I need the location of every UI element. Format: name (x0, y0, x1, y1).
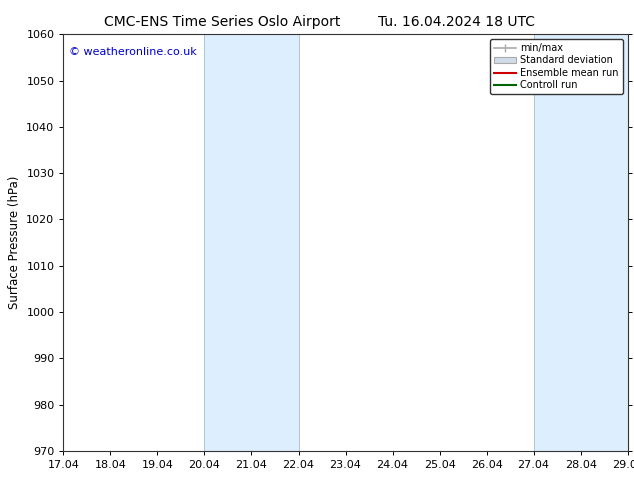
Y-axis label: Surface Pressure (hPa): Surface Pressure (hPa) (8, 176, 21, 309)
Text: © weatheronline.co.uk: © weatheronline.co.uk (69, 47, 197, 57)
Legend: min/max, Standard deviation, Ensemble mean run, Controll run: min/max, Standard deviation, Ensemble me… (490, 39, 623, 94)
Text: Tu. 16.04.2024 18 UTC: Tu. 16.04.2024 18 UTC (378, 15, 535, 29)
Bar (204, 34, 299, 451)
Bar (534, 34, 628, 451)
Text: CMC-ENS Time Series Oslo Airport: CMC-ENS Time Series Oslo Airport (104, 15, 340, 29)
